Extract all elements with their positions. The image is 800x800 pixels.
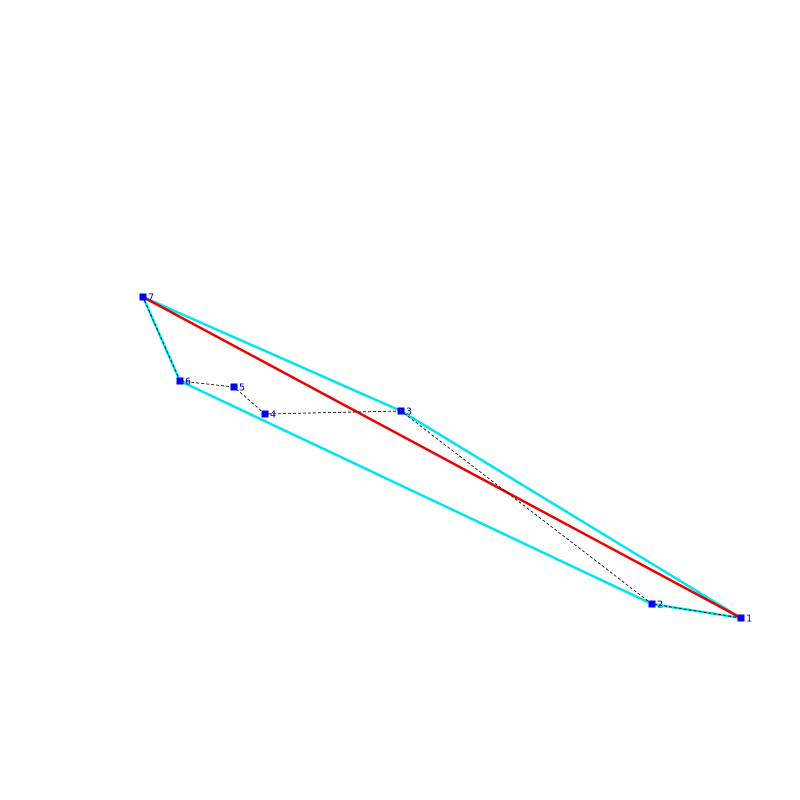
hull-edge-7-3 — [142, 295, 402, 413]
point-marker-4 — [261, 410, 269, 418]
point-label-1: 1 — [746, 614, 752, 625]
path-edge-2-3 — [400, 410, 653, 605]
point-marker-5 — [230, 383, 238, 391]
point-label-2: 2 — [657, 600, 663, 611]
path-edge-4-5 — [233, 386, 266, 415]
point-label-6: 6 — [185, 377, 191, 388]
hull-edge-3-1 — [400, 409, 742, 620]
point-layer: 1 2 3 4 5 6 7 — [139, 293, 752, 625]
point-marker-3 — [397, 407, 405, 415]
point-label-3: 3 — [406, 407, 412, 418]
hull-edge-2-6 — [179, 379, 653, 606]
path-edge-6-7 — [142, 296, 181, 382]
point-label-4: 4 — [270, 410, 276, 421]
path-layer — [142, 296, 742, 619]
point-marker-6 — [176, 377, 184, 385]
path-edge-1-2 — [651, 603, 742, 619]
point-marker-2 — [648, 600, 656, 608]
point-label-5: 5 — [239, 383, 245, 394]
path-edge-5-6 — [179, 380, 235, 388]
point-marker-1 — [737, 614, 745, 622]
diagonal-edge-7-1 — [142, 295, 742, 620]
path-edge-3-4 — [264, 410, 402, 415]
point-marker-7 — [139, 293, 147, 301]
point-label-7: 7 — [148, 293, 154, 304]
diagonal-layer — [142, 295, 742, 620]
